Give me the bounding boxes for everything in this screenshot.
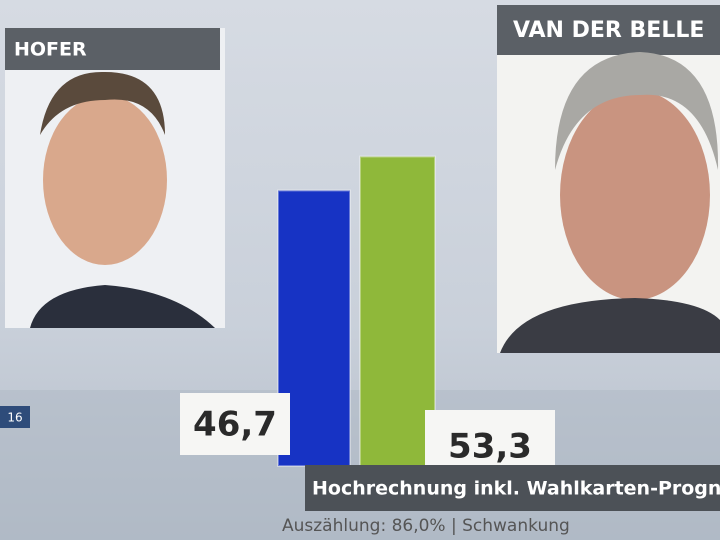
- hair: [40, 71, 165, 135]
- candidate-name: VAN DER BELLE: [513, 18, 704, 43]
- face: [43, 95, 167, 265]
- subtitle: Hochrechnung inkl. Wahlkarten-Prognose Ö…: [312, 476, 720, 500]
- value-label-box: 46,7: [180, 393, 290, 455]
- hair: [555, 52, 719, 170]
- logo: [0, 406, 30, 428]
- name-header: [5, 28, 220, 70]
- name-header: [497, 5, 720, 55]
- value-label: 53,3: [448, 427, 532, 467]
- value-label: 46,7: [193, 405, 277, 445]
- bar: [359, 155, 436, 472]
- suit: [500, 298, 720, 353]
- note: Auszählung: 86,0% | Schwankung: [282, 516, 570, 536]
- face: [560, 90, 710, 300]
- subtitle-bar: [305, 465, 720, 511]
- logo-text: 16: [7, 411, 22, 425]
- label-box: [180, 393, 290, 455]
- suit: [30, 285, 215, 328]
- bars: 46,7 53,3: [180, 155, 555, 482]
- candidate-name: HOFER: [14, 39, 87, 61]
